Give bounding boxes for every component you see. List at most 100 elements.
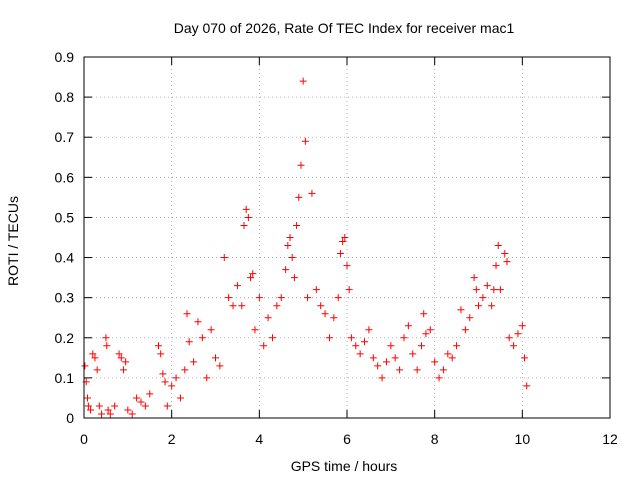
data-point xyxy=(251,326,259,334)
data-point xyxy=(111,402,119,410)
data-point xyxy=(185,338,193,346)
data-point xyxy=(431,358,439,366)
data-point xyxy=(400,334,408,342)
x-tick-label: 8 xyxy=(431,431,439,447)
x-tick-label: 0 xyxy=(80,431,88,447)
data-point xyxy=(453,342,461,350)
data-point xyxy=(396,366,404,374)
data-point xyxy=(119,366,127,374)
data-point xyxy=(98,410,106,418)
data-point xyxy=(336,250,344,258)
data-point xyxy=(122,358,130,366)
data-point xyxy=(325,334,333,342)
data-point xyxy=(317,302,325,310)
data-point xyxy=(93,366,101,374)
data-points xyxy=(81,77,531,418)
data-point xyxy=(503,258,511,266)
data-point xyxy=(141,402,149,410)
x-tick-label: 6 xyxy=(343,431,351,447)
data-point xyxy=(494,242,502,250)
data-point xyxy=(479,294,487,302)
data-point xyxy=(297,161,305,169)
data-point xyxy=(301,137,309,145)
y-tick-label: 0.7 xyxy=(55,129,75,145)
data-point xyxy=(387,342,395,350)
data-point xyxy=(277,294,285,302)
y-tick-label: 0.2 xyxy=(55,330,75,346)
data-point xyxy=(172,374,180,382)
data-point xyxy=(426,326,434,334)
y-tick-label: 0.6 xyxy=(55,169,75,185)
data-point xyxy=(249,270,257,278)
data-point xyxy=(510,342,518,350)
data-point xyxy=(365,326,373,334)
data-point xyxy=(286,234,294,241)
data-point xyxy=(330,314,338,322)
data-point xyxy=(321,310,329,318)
data-point xyxy=(514,330,522,338)
data-point xyxy=(505,334,513,342)
data-point xyxy=(273,302,281,310)
data-point xyxy=(87,406,95,414)
data-point xyxy=(352,342,360,350)
data-point xyxy=(288,254,296,262)
data-point xyxy=(194,318,202,326)
data-point xyxy=(157,350,165,358)
data-point xyxy=(295,193,303,201)
data-point xyxy=(378,374,386,382)
data-point xyxy=(155,342,163,350)
data-point xyxy=(133,394,141,402)
data-point xyxy=(312,286,320,294)
data-point xyxy=(229,302,237,310)
data-point xyxy=(356,350,364,358)
data-point xyxy=(128,410,136,418)
data-point xyxy=(146,390,154,398)
data-point xyxy=(117,354,125,362)
data-point xyxy=(225,294,233,302)
data-point xyxy=(334,294,342,302)
data-point xyxy=(308,189,316,197)
data-point xyxy=(161,378,169,386)
y-tick-label: 0.4 xyxy=(55,250,75,266)
data-point xyxy=(501,250,509,258)
data-point xyxy=(242,205,250,213)
data-point xyxy=(240,221,248,229)
data-point xyxy=(244,213,252,221)
data-point xyxy=(168,382,176,390)
data-point xyxy=(84,394,92,402)
data-point xyxy=(439,366,447,374)
data-point xyxy=(347,334,355,342)
data-point xyxy=(523,382,531,390)
data-point xyxy=(466,314,474,322)
data-point xyxy=(159,370,167,378)
data-point xyxy=(341,234,349,241)
data-point xyxy=(163,402,171,410)
data-point xyxy=(203,374,211,382)
data-point xyxy=(374,362,382,370)
data-point xyxy=(496,286,504,294)
data-point xyxy=(255,294,263,302)
data-point xyxy=(475,302,482,310)
data-point xyxy=(198,334,206,342)
data-point xyxy=(435,374,443,382)
data-point xyxy=(103,342,111,350)
x-tick-label: 10 xyxy=(515,431,531,447)
data-point xyxy=(89,350,97,358)
data-point xyxy=(282,266,290,274)
data-point xyxy=(470,274,478,282)
data-point xyxy=(124,406,132,414)
data-point xyxy=(444,350,452,358)
data-point xyxy=(518,322,526,330)
y-tick-label: 0.5 xyxy=(55,209,75,225)
data-point xyxy=(413,366,421,374)
data-point xyxy=(369,354,377,362)
data-point xyxy=(104,406,112,414)
x-tick-label: 4 xyxy=(255,431,263,447)
data-point xyxy=(293,221,301,229)
data-point xyxy=(488,302,496,310)
data-point xyxy=(361,338,369,346)
data-point xyxy=(391,354,399,362)
data-point xyxy=(418,342,426,350)
